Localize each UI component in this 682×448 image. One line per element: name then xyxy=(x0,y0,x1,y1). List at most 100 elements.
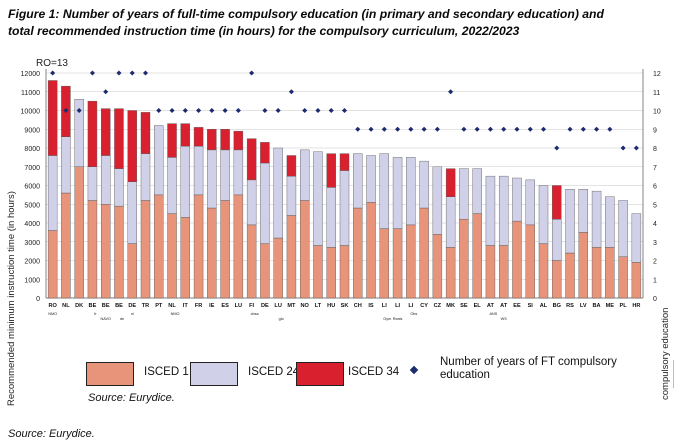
x-tick-label: EE xyxy=(513,303,521,309)
y-tick-label-left: 11000 xyxy=(21,90,40,97)
years-point xyxy=(315,107,321,114)
years-point xyxy=(368,126,374,132)
y-tick-label-right: 8 xyxy=(653,146,657,153)
bar-segment-isced34 xyxy=(87,100,98,167)
bar-segment-isced34 xyxy=(207,129,217,151)
bar-segment-isced24 xyxy=(286,175,297,216)
x-sub-label: Gym xyxy=(383,317,391,321)
bar-segment-isced24 xyxy=(140,153,151,201)
years-point xyxy=(633,145,639,151)
x-sub-label: NMO xyxy=(171,312,180,316)
years-point xyxy=(262,107,268,114)
years-point xyxy=(355,126,361,132)
bar-segment-isced24 xyxy=(445,196,456,248)
bar-segment-isced1 xyxy=(605,247,615,299)
x-tick-label: NO xyxy=(301,303,310,309)
x-tick-label: IE xyxy=(209,303,215,309)
bar-segment-isced1 xyxy=(220,200,230,299)
source-note-outer: Source: Eurydice. xyxy=(8,428,95,440)
bar-segment-isced34 xyxy=(140,112,151,154)
x-sub-label: nl xyxy=(131,312,134,316)
y-tick-label-left: 3000 xyxy=(24,240,40,247)
y-tick-label-left: 2000 xyxy=(24,259,40,266)
y-tick-label-right: 0 xyxy=(653,296,657,303)
bar-segment-isced24 xyxy=(273,147,283,239)
y-tick-label-right: 9 xyxy=(653,127,657,134)
x-tick-label: ME xyxy=(606,303,615,309)
x-tick-label: HR xyxy=(632,303,640,309)
years-point xyxy=(116,70,122,76)
bar-segment-isced1 xyxy=(326,247,336,299)
years-point xyxy=(594,126,600,132)
x-tick-label: TR xyxy=(142,303,149,309)
x-tick-label: SI xyxy=(528,303,534,309)
bar-segment-isced1 xyxy=(565,252,575,299)
bar-segment-isced34 xyxy=(339,153,350,171)
bar-segment-isced1 xyxy=(406,224,416,299)
legend-left-axis-label: Recommended minimum instruction time (in… xyxy=(6,191,17,406)
bar-segment-isced24 xyxy=(459,168,469,220)
bar-segment-isced1 xyxy=(140,200,151,299)
legend-swatch-isced1 xyxy=(86,362,134,386)
bar-segment-isced34 xyxy=(445,168,456,197)
y-tick-label-left: 12000 xyxy=(21,71,41,78)
y-tick-label-right: 4 xyxy=(653,221,657,228)
bar-segment-isced1 xyxy=(379,228,390,299)
bar-segment-isced24 xyxy=(565,189,575,254)
y-tick-label-left: 7000 xyxy=(24,165,40,172)
bar-segment-isced24 xyxy=(180,145,191,218)
bar-segment-isced24 xyxy=(472,168,482,214)
bar-segment-isced1 xyxy=(246,224,257,299)
x-tick-label: LI xyxy=(382,303,387,309)
x-tick-label: EL xyxy=(474,303,482,309)
bar-segment-isced1 xyxy=(445,247,456,299)
y-tick-label-right: 3 xyxy=(653,240,657,247)
x-tick-label: IS xyxy=(368,303,374,309)
x-tick-label: DE xyxy=(261,303,269,309)
years-point xyxy=(514,126,520,132)
bar-segment-isced24 xyxy=(578,189,589,233)
bar-segment-isced1 xyxy=(286,215,297,299)
years-point xyxy=(275,107,281,114)
bar-segment-isced24 xyxy=(591,190,602,248)
bar-segment-isced1 xyxy=(193,194,204,299)
years-point xyxy=(395,126,401,132)
y-tick-label-right: 12 xyxy=(653,71,661,78)
bar-segment-isced24 xyxy=(326,187,336,248)
bar-segment-isced1 xyxy=(538,243,549,299)
bar-segment-isced1 xyxy=(498,245,509,299)
x-sub-label: NMO xyxy=(48,312,57,316)
bar-segment-isced24 xyxy=(100,155,111,205)
bar-segment-isced34 xyxy=(127,110,137,182)
top-annotation: RO=13 xyxy=(36,58,68,69)
x-tick-label: LT xyxy=(315,303,322,309)
x-tick-label: RS xyxy=(566,303,574,309)
legend-label-isced24: ISCED 24 xyxy=(248,366,300,378)
bar-segment-isced34 xyxy=(260,142,270,164)
x-tick-label: AT xyxy=(500,303,508,309)
figure-title: Figure 1: Number of years of full-time c… xyxy=(8,6,648,40)
bar-segment-isced34 xyxy=(47,80,58,156)
x-tick-label: HU xyxy=(327,303,335,309)
years-point xyxy=(288,89,294,95)
y-tick-label-right: 7 xyxy=(653,165,657,172)
bar-segment-isced24 xyxy=(379,153,390,229)
bar-segment-isced24 xyxy=(193,145,204,196)
years-point xyxy=(421,126,427,132)
x-tick-label: BG xyxy=(553,303,561,309)
bar-segment-isced24 xyxy=(485,175,496,246)
y-tick-label-left: 6000 xyxy=(24,184,40,191)
bar-segment-isced24 xyxy=(114,168,124,207)
bar-segment-isced1 xyxy=(114,205,124,299)
x-sub-label: de xyxy=(120,317,124,321)
source-note-inner: Source: Eurydice. xyxy=(88,392,175,404)
x-tick-label: PL xyxy=(620,303,628,309)
y-tick-label-right: 11 xyxy=(653,90,660,97)
years-point xyxy=(103,89,109,95)
x-tick-label: BE xyxy=(89,303,97,309)
x-tick-label: CZ xyxy=(434,303,442,309)
bar-segment-isced1 xyxy=(100,204,111,299)
bar-segment-isced1 xyxy=(631,262,642,299)
bar-segment-isced1 xyxy=(392,228,403,299)
